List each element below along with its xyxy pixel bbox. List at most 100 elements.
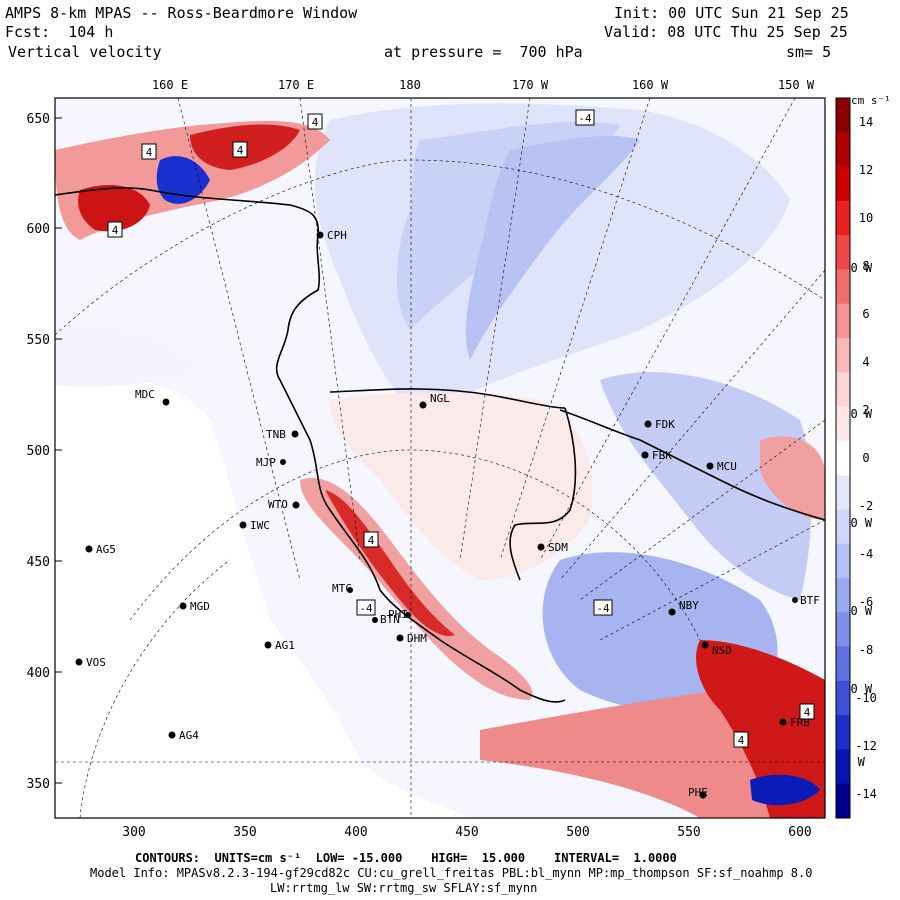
svg-text:AG4: AG4 [179,729,199,742]
variable-name: Vertical velocity [8,43,162,61]
station-cph: CPH [316,229,347,242]
x-tick: 550 [677,825,700,840]
latitude-circle-a [55,159,825,336]
station-sdm: SDM [537,541,568,554]
colorbar-swatch [836,303,850,339]
plot-frame [54,97,826,819]
colorbar-swatch [836,749,850,785]
svg-text:NBY: NBY [679,599,699,612]
station-mgd: MGD [179,600,210,613]
meridian-130w [579,419,825,601]
colorbar-label: -10 [855,691,877,705]
stations: CPH MDC NGL FDK FBK MCU TNB WTO IWC AG5 … [75,229,820,799]
latitude-circle-c [79,559,231,818]
svg-text:-4: -4 [359,602,373,615]
smoothing-value: sm= 5 [786,43,832,61]
descent-patch-amundsen [600,372,812,600]
model-info: Model Info: MPASv8.2.3-194-gf29cd82c CU:… [90,866,813,880]
x-tick: 300 [122,825,145,840]
meridian-140w [559,269,825,581]
colorbar-swatch [836,98,850,133]
svg-text:4: 4 [368,534,375,547]
svg-text:VOS: VOS [86,656,106,669]
colorbar-swatch [836,269,850,305]
colorbar-labels: 14 12 10 8 6 4 2 0 -2 -4 -6 -8 -10 -12 -14 [855,115,877,801]
top-longitude-labels: 160 E 170 E 180 170 W 160 W 150 W [152,78,815,92]
colorbar-label: -6 [859,595,873,609]
svg-text:NGL: NGL [430,392,450,405]
colorbar-swatch [836,612,850,648]
svg-text:-4: -4 [596,602,610,615]
colorbar-swatch [836,680,850,716]
descent-core-north [156,156,210,204]
meridian-120w [599,519,825,641]
svg-text:MDC: MDC [135,388,155,401]
colorbar-swatch [836,715,850,750]
x-tick: 400 [344,825,367,840]
coastline-marie-byrd [559,409,825,521]
contour-label: 4 [232,141,248,158]
station-dhm: DHM [396,632,427,645]
station-fbk: FBK [641,449,672,462]
svg-text:FBK: FBK [652,449,672,462]
colorbar-swatch [836,235,850,270]
svg-text:BTF: BTF [800,594,820,607]
x-tick: 350 [233,825,256,840]
svg-text:AG1: AG1 [275,639,295,652]
map-field [55,98,825,818]
init-time: Init: 00 UTC Sun 21 Sep 25 [614,4,849,22]
colorbar-swatch [836,338,850,373]
x-axis-labels: 300 350 400 450 500 550 600 [122,825,811,840]
descent-band-west [465,135,640,360]
grounding-line [509,407,577,581]
latitude-circle-b [129,449,701,641]
longitude-label: 160 W [632,78,669,92]
svg-text:NSD: NSD [712,644,732,657]
contour-label: -4 [593,599,613,616]
ascent-patch-east [760,436,825,520]
y-tick: 550 [27,333,50,348]
ascent-core-northwest [78,185,150,232]
ross-shelf-region [330,392,593,580]
colorbar-swatch [836,509,850,545]
svg-text:PHE: PHE [688,786,708,799]
svg-text:4: 4 [112,224,119,237]
station-fdk: FDK [644,418,675,431]
y-tick: 500 [27,444,50,459]
svg-text:DHM: DHM [407,632,427,645]
colorbar-label: -4 [859,547,873,561]
station-mcu: MCU [706,460,737,473]
colorbar-swatch [836,166,850,202]
svg-text:AG5: AG5 [96,543,116,556]
ascent-core-southeast [696,640,825,818]
y-axis-ticks [55,117,62,784]
physics-info: LW:rrtmg_lw SW:rrtmg_sw SFLAY:sf_mynn [270,881,538,895]
svg-text:MGD: MGD [190,600,210,613]
coastline-victoria-land [55,187,566,703]
station-nby: NBY [668,599,699,616]
colorbar-swatch [836,200,850,236]
longitude-label: 160 E [152,78,188,92]
y-tick: 650 [27,112,50,127]
contour-label: -4 [356,599,376,616]
svg-text:MCU: MCU [717,460,737,473]
colorbar-label: -8 [859,643,873,657]
colorbar [835,97,851,819]
colorbar-label: -12 [855,739,877,753]
colorbar-swatch [836,372,850,408]
station-ag5: AG5 [85,543,116,556]
contour-label: 4 [733,731,749,748]
colorbar-swatch [836,783,850,819]
svg-text:4: 4 [738,734,745,747]
contour-label: 4 [107,221,123,238]
colorbar-swatch [836,440,850,476]
y-tick: 350 [27,777,50,792]
longitude-label: 150 W [778,78,815,92]
colorbar-units: cm s⁻¹ [851,94,891,107]
svg-text:4: 4 [237,144,244,157]
contour-label: -4 [575,109,595,126]
longitude-label: 170 E [278,78,314,92]
svg-text:4: 4 [312,116,319,129]
station-ag1: AG1 [264,639,295,652]
